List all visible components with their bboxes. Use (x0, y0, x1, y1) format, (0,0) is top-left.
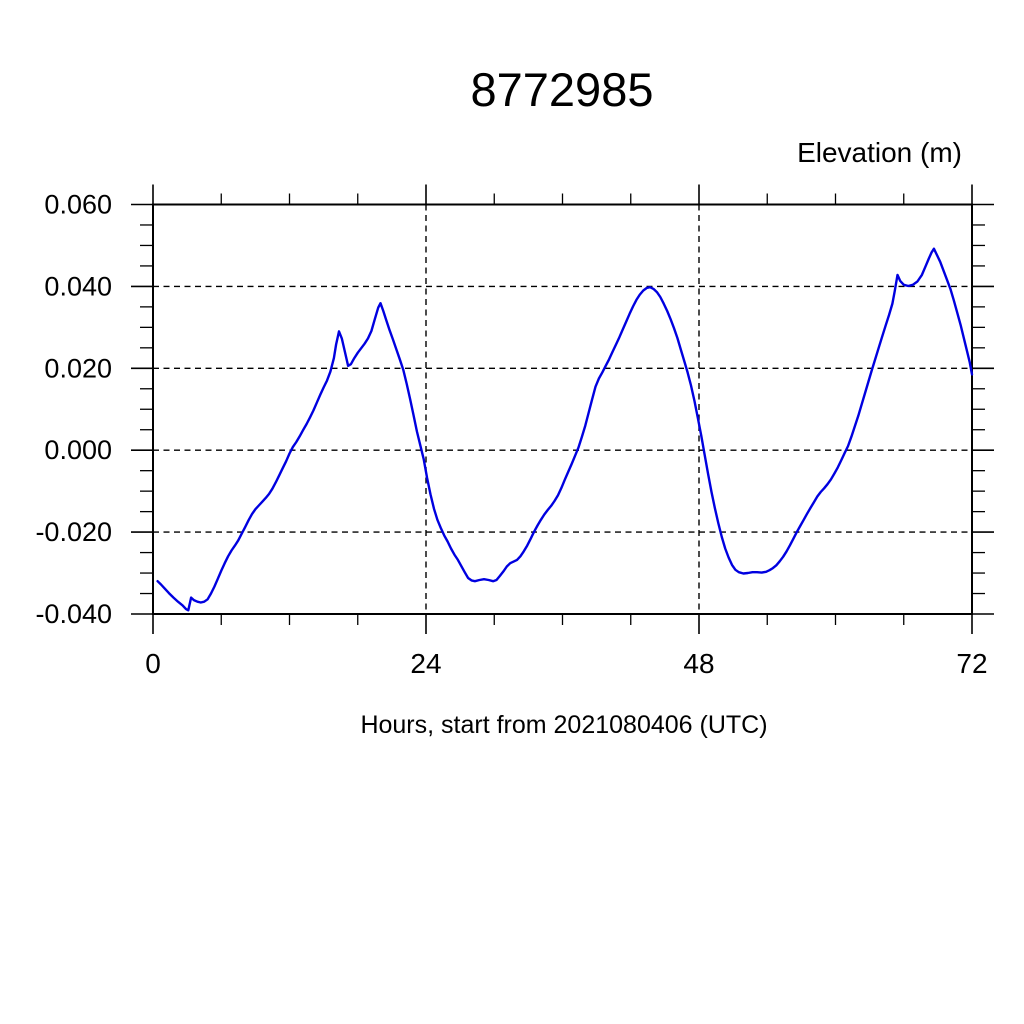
y-tick-label: -0.020 (35, 517, 112, 547)
plot-frame (152, 203, 973, 615)
chart-title: 8772985 (471, 63, 654, 116)
y-tick-label: 0.000 (44, 435, 112, 465)
elevation-data-line (156, 247, 974, 612)
y-axis-title: Elevation (m) (797, 137, 962, 168)
axis-ticks (131, 184, 994, 634)
x-axis-title: Hours, start from 2021080406 (UTC) (360, 711, 767, 739)
x-tick-label: 72 (956, 648, 987, 679)
y-tick-label: 0.060 (44, 190, 112, 220)
x-tick-label: 0 (145, 648, 161, 679)
gridlines (153, 203, 972, 615)
x-tick-labels: 0 24 48 72 (145, 648, 987, 679)
y-tick-label: 0.020 (44, 353, 112, 383)
y-tick-label: 0.040 (44, 271, 112, 301)
y-tick-labels: -0.040 -0.020 0.000 0.020 0.040 0.060 (35, 190, 112, 630)
x-tick-label: 24 (410, 648, 441, 679)
x-tick-label: 48 (683, 648, 714, 679)
y-tick-label: -0.040 (35, 599, 112, 629)
